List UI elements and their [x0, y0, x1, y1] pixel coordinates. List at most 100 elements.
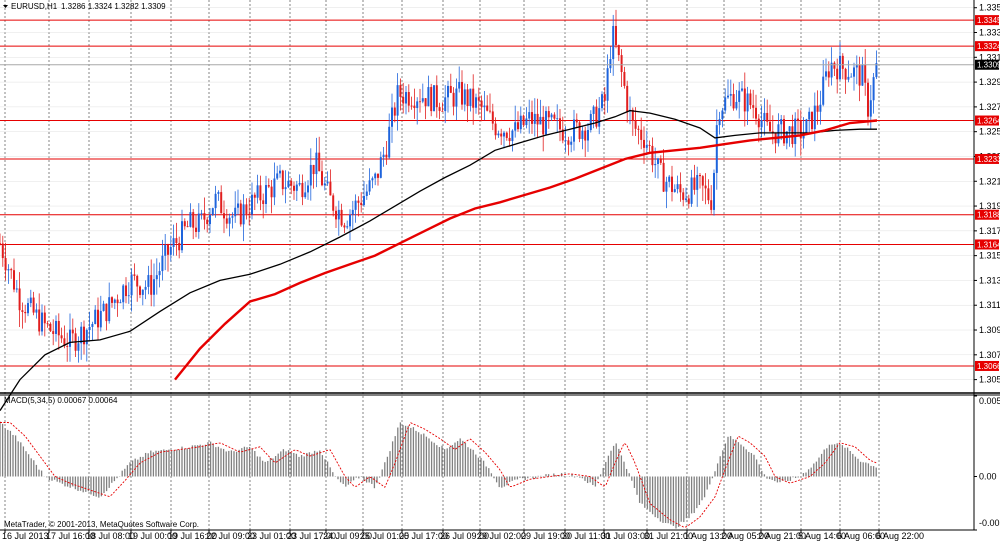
candle-body: [242, 204, 245, 225]
candle-body: [396, 85, 399, 116]
candle-body: [60, 335, 63, 339]
price-tick-label: 1.3175: [979, 226, 1000, 236]
candle-body: [679, 184, 682, 193]
candle-body: [841, 55, 844, 69]
candle-body: [66, 345, 69, 347]
candle-body: [808, 111, 811, 120]
candle-body: [69, 329, 71, 347]
macd-signal-line: [0, 422, 877, 528]
level-label-box: [975, 209, 999, 220]
level-price-labels: 1.3345 1.3324 1.3264 1.3233 1.3188 1.3164 1.30…: [975, 15, 1000, 371]
candle-body: [662, 162, 665, 192]
candle-body: [595, 106, 598, 127]
candle-body: [281, 170, 284, 190]
candle-body: [564, 140, 567, 142]
candle-body: [192, 212, 195, 228]
candle-body: [102, 303, 105, 311]
candle-body: [416, 101, 419, 109]
time-tick-label: 1 Aug 13:00: [684, 531, 732, 541]
candle-body: [4, 258, 7, 271]
candle-body: [335, 210, 337, 220]
candle-body: [217, 192, 220, 194]
candle-body: [713, 172, 715, 210]
candle-body: [253, 194, 256, 198]
candle-body: [771, 131, 774, 133]
candle-body: [0, 243, 1, 245]
candle-body: [735, 101, 738, 109]
price-tick-label: 1.3355: [979, 3, 1000, 13]
candle-body: [234, 207, 237, 217]
candle-body: [46, 323, 49, 325]
candle-body: [161, 255, 164, 272]
candle-body: [615, 25, 617, 46]
candle-body: [620, 55, 623, 72]
candle-body: [158, 271, 161, 276]
candle-body: [267, 185, 270, 187]
candle-body: [777, 124, 780, 144]
candle-body: [455, 88, 458, 107]
candle-body: [136, 275, 139, 287]
candle-body: [21, 310, 24, 312]
slow-moving-average-line: [174, 119, 878, 381]
candle-body: [805, 119, 808, 134]
candle-body: [77, 343, 80, 351]
candle-body: [690, 177, 693, 204]
candle-body: [270, 186, 273, 198]
candle-body: [18, 288, 21, 311]
candle-body: [525, 118, 528, 126]
level-label-box: [975, 239, 999, 250]
candle-body: [528, 112, 531, 119]
candle-body: [27, 303, 29, 314]
candle-body: [589, 113, 592, 131]
candle-body: [500, 133, 503, 137]
candle-body: [365, 191, 368, 196]
candle-body: [41, 312, 43, 332]
candle-body: [559, 118, 561, 130]
copyright-text: MetaTrader, © 2001-2013, MetaQuotes Soft…: [4, 520, 199, 529]
candle-body: [424, 98, 427, 107]
candle-body: [603, 94, 606, 101]
candle-body: [111, 297, 113, 303]
time-tick-label: 31 Jul 21:00: [644, 531, 693, 541]
candle-body: [687, 198, 690, 204]
candle-body: [819, 104, 822, 112]
candle-body: [141, 289, 144, 295]
candle-body: [410, 105, 413, 107]
candle-body: [155, 275, 158, 280]
level-label-text: 1.3066: [977, 362, 1000, 371]
candle-body: [225, 218, 228, 224]
candle-body: [867, 82, 869, 117]
candle-body: [7, 269, 10, 271]
candle-body: [477, 97, 480, 101]
candle-body: [729, 94, 732, 96]
candle-body: [385, 154, 388, 158]
candle-body: [382, 154, 385, 158]
candle-body: [480, 100, 483, 108]
candle-body: [43, 312, 46, 324]
macd-histogram: [0, 421, 877, 529]
candle-body: [760, 120, 763, 128]
candle-body: [293, 185, 295, 191]
candle-body: [794, 118, 797, 145]
candle-body: [517, 122, 519, 130]
candle-body: [710, 200, 713, 210]
candle-body: [332, 195, 335, 211]
dropdown-arrow-icon[interactable]: [3, 5, 8, 8]
candle-body: [94, 309, 97, 324]
candle-body: [164, 245, 167, 256]
candle-body: [864, 64, 867, 83]
time-tick-label: 19 Jul 16:00: [168, 531, 217, 541]
candle-body: [57, 320, 60, 336]
candle-body: [197, 213, 200, 232]
time-tick-label: 16 Jul 2013: [2, 531, 49, 541]
price-tick-label: 1.3335: [979, 28, 1000, 38]
candle-body: [13, 270, 15, 290]
candle-body: [139, 286, 141, 295]
level-label-box: [975, 115, 999, 126]
price-tick-label: 1.3055: [979, 375, 1000, 385]
candle-body: [363, 195, 365, 206]
candle-body: [391, 107, 393, 127]
